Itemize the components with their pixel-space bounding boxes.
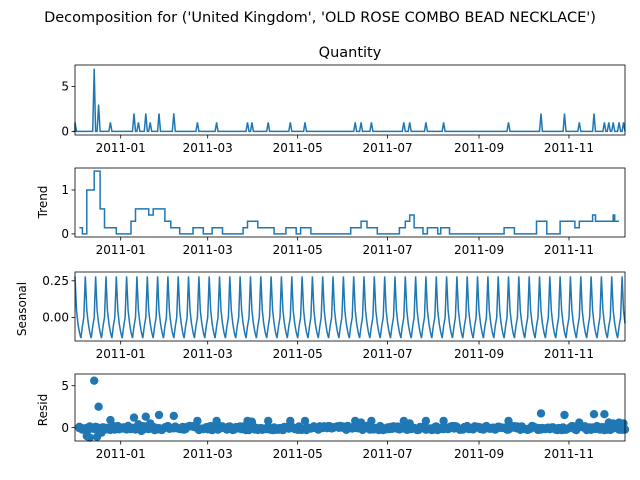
axes-frame	[74, 167, 626, 238]
resid-point	[141, 412, 150, 421]
panel-resid-plot: 0 5 2011-01 2011-03 2011-05 2011-07 2011-09 201…	[61, 373, 630, 461]
trend-series-line	[79, 170, 620, 235]
x-tick-label: 2011-01	[96, 243, 146, 257]
x-tick-label: 2011-09	[454, 347, 504, 361]
y-tick-label: 0	[61, 227, 69, 241]
resid-point	[300, 416, 310, 426]
resid-point	[560, 410, 569, 420]
resid-point	[134, 420, 143, 429]
figure-suptitle: Decomposition for ('United Kingdom', 'OL…	[44, 10, 596, 26]
resid-point	[110, 422, 120, 431]
panel-trend-plot: 0 1 2011-01 2011-03 2011-05 2011-07 2011-09 201…	[61, 167, 626, 257]
resid-point	[94, 402, 103, 411]
resid-point	[234, 424, 243, 433]
x-tick-label: 2011-09	[454, 141, 504, 155]
resid-point	[589, 410, 599, 419]
x-tick-label: 2011-03	[183, 243, 233, 257]
x-tick-label: 2011-11	[544, 243, 594, 257]
resid-point	[421, 416, 431, 426]
resid-point	[247, 417, 257, 426]
x-tick-label: 2011-01	[96, 447, 146, 461]
resid-point	[79, 425, 89, 434]
resid-point	[106, 415, 115, 425]
seasonal-series-line	[74, 276, 626, 339]
y-tick-label: 5	[61, 80, 69, 94]
resid-point	[85, 433, 94, 442]
resid-point	[405, 419, 414, 428]
panel-trend: 0 1 2011-01 2011-03 2011-05 2011-07 2011-09 201…	[36, 167, 626, 257]
resid-point	[575, 418, 584, 427]
x-tick-label: 2011-07	[363, 447, 413, 461]
y-tick-label: 0	[61, 421, 69, 435]
x-tick-label: 2011-07	[363, 243, 413, 257]
y-tick-label: 5	[61, 379, 69, 393]
panel-resid: 0 5 2011-01 2011-03 2011-05 2011-07 2011-09 201…	[36, 373, 630, 461]
axes-frame	[74, 373, 626, 442]
x-tick-label: 2011-05	[273, 447, 323, 461]
x-tick-label: 2011-03	[183, 347, 233, 361]
y-tick-label: 0.25	[42, 274, 69, 288]
resid-point	[619, 419, 628, 428]
y-tick-label: 0.00	[42, 311, 69, 325]
panel-seasonal-plot: 0.25 0.00 2011-01 2011-03 2011-05 2011-07 2011…	[42, 271, 626, 361]
panel-quantity: Quantity 0 5 2011-01 2011-03 2011-05 2011-07 2…	[61, 45, 626, 155]
resid-point	[536, 409, 546, 418]
resid-point	[600, 410, 609, 419]
y-tick-label: 1	[61, 183, 69, 197]
x-tick-label: 2011-03	[183, 447, 233, 461]
x-tick-label: 2011-05	[273, 243, 323, 257]
x-tick-label: 2011-11	[544, 447, 594, 461]
y-tick-label: 0	[61, 125, 69, 139]
x-tick-label: 2011-11	[544, 141, 594, 155]
panel-quantity-plot: 0 5 2011-01 2011-03 2011-05 2011-07 2011-09 201…	[61, 64, 626, 155]
resid-point	[367, 416, 376, 426]
resid-point	[356, 418, 366, 427]
resid-point	[286, 416, 295, 426]
resid-point	[185, 421, 195, 431]
resid-point	[193, 416, 202, 426]
resid-point	[137, 426, 146, 436]
x-tick-label: 2011-09	[454, 243, 504, 257]
resid-point	[203, 425, 212, 434]
panel-seasonal: 0.25 0.00 2011-01 2011-03 2011-05 2011-07 2011…	[15, 271, 626, 361]
x-tick-label: 2011-03	[183, 141, 233, 155]
resid-point	[212, 416, 221, 426]
resid-point	[154, 410, 164, 420]
axes-frame	[74, 271, 626, 342]
resid-point	[129, 413, 139, 422]
x-tick-label: 2011-01	[96, 141, 146, 155]
x-tick-label: 2011-11	[544, 347, 594, 361]
panel-seasonal-ylabel: Seasonal	[15, 282, 29, 336]
x-tick-label: 2011-09	[454, 447, 504, 461]
resid-point	[90, 376, 99, 385]
resid-point	[169, 411, 178, 421]
resid-point	[439, 416, 448, 426]
resid-point	[123, 422, 133, 431]
panel-quantity-title: Quantity	[319, 45, 382, 61]
x-tick-label: 2011-01	[96, 347, 146, 361]
x-tick-label: 2011-05	[273, 347, 323, 361]
resid-point	[264, 416, 273, 426]
resid-point	[150, 425, 159, 435]
panel-resid-ylabel: Resid	[36, 394, 50, 426]
panel-trend-ylabel: Trend	[36, 186, 50, 220]
resid-point	[178, 424, 187, 433]
x-tick-label: 2011-07	[363, 347, 413, 361]
x-tick-label: 2011-07	[363, 141, 413, 155]
quantity-series-line	[73, 68, 626, 133]
resid-point	[504, 416, 513, 426]
resid-point	[101, 425, 111, 434]
axes-frame	[74, 64, 626, 136]
resid-point	[146, 419, 155, 428]
resid-point	[224, 423, 233, 432]
resid-point	[162, 422, 171, 431]
x-tick-label: 2011-05	[273, 141, 323, 155]
